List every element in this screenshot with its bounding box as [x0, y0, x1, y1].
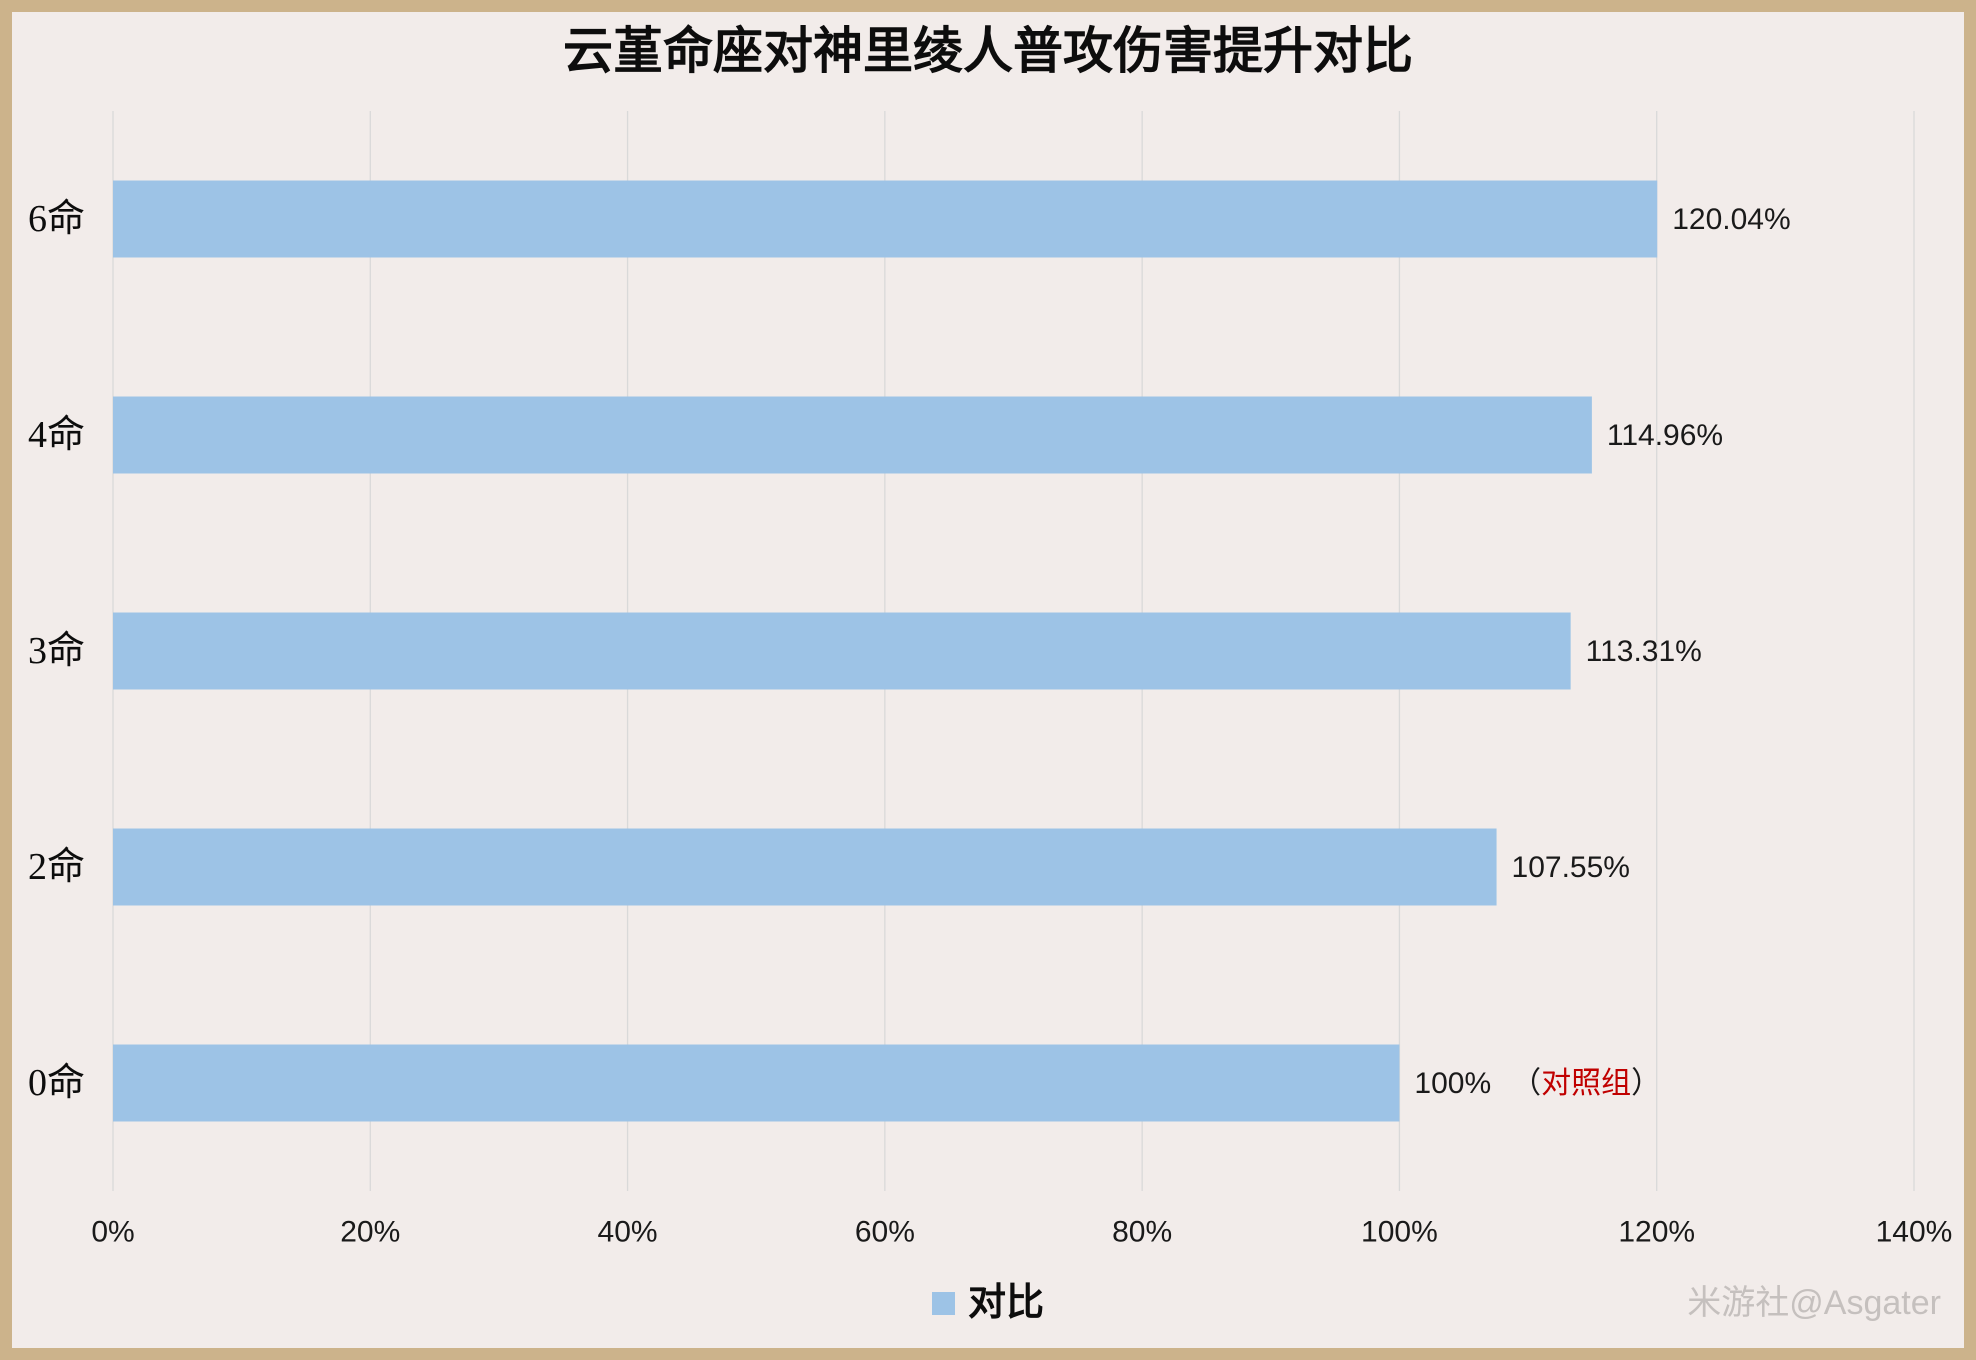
category-labels: 6命 4命 3命 2命 0命: [28, 198, 85, 1104]
legend-swatch: [932, 1292, 955, 1315]
category-label: 4命: [28, 414, 85, 456]
bar: [113, 1044, 1400, 1122]
x-tick-labels: 0% 20% 40% 60% 80% 100% 120% 140%: [91, 1216, 1952, 1249]
category-label: 6命: [28, 198, 85, 240]
data-labels: 120.04% 114.96% 113.31% 107.55% 100% （对照组）: [1414, 203, 1790, 1100]
data-label: 114.96%: [1607, 419, 1723, 452]
x-tick-label: 20%: [340, 1216, 400, 1249]
annotation-text: 对照组: [1541, 1067, 1631, 1100]
x-tick-label: 0%: [91, 1216, 134, 1249]
data-label: 107.55%: [1512, 851, 1630, 884]
watermark: 米游社@Asgater: [1687, 1284, 1941, 1322]
annotation-close-paren: ）: [1631, 1067, 1661, 1100]
data-label: 113.31%: [1586, 635, 1702, 668]
data-label-value: 100%: [1414, 1067, 1491, 1100]
data-label-value: 113.31%: [1586, 635, 1702, 668]
bar: [113, 396, 1592, 474]
bars: [113, 180, 1658, 1122]
x-tick-label: 40%: [598, 1216, 658, 1249]
data-label-value: 120.04%: [1672, 203, 1790, 236]
x-tick-label: 140%: [1876, 1216, 1953, 1249]
bar: [113, 612, 1571, 690]
chart-title: 云堇命座对神里绫人普攻伤害提升对比: [563, 23, 1413, 79]
data-label-value: 107.55%: [1512, 851, 1630, 884]
legend-label: 对比: [968, 1282, 1044, 1324]
annotation-open-paren: （: [1511, 1067, 1541, 1100]
data-label: 100% （对照组）: [1414, 1067, 1661, 1100]
x-tick-label: 120%: [1618, 1216, 1695, 1249]
x-tick-label: 60%: [855, 1216, 915, 1249]
bar: [113, 180, 1658, 258]
data-label-value: 114.96%: [1607, 419, 1723, 452]
x-tick-label: 100%: [1361, 1216, 1438, 1249]
legend: 对比: [932, 1282, 1044, 1324]
data-label: 120.04%: [1672, 203, 1790, 236]
category-label: 2命: [28, 846, 85, 888]
category-label: 0命: [28, 1062, 85, 1104]
bar: [113, 828, 1497, 906]
category-label: 3命: [28, 630, 85, 672]
x-tick-label: 80%: [1112, 1216, 1172, 1249]
